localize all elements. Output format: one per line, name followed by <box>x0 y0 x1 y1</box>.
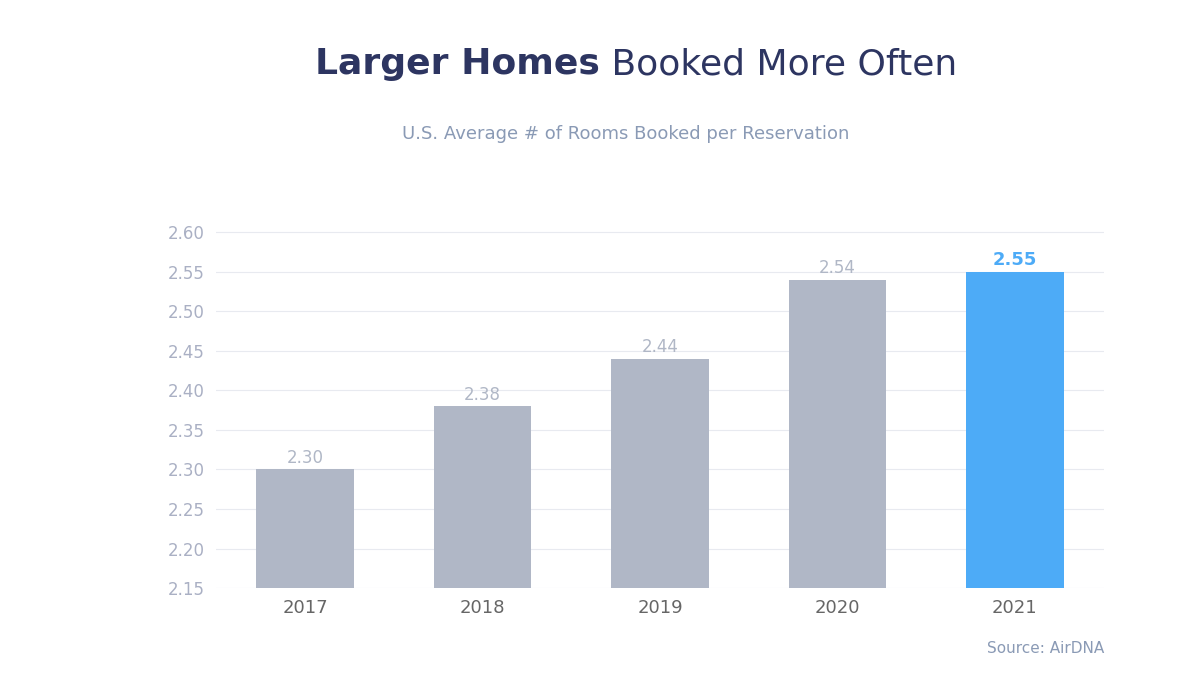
Bar <box>433 406 532 676</box>
Bar <box>611 359 709 676</box>
Bar <box>257 469 354 676</box>
Text: Source: AirDNA: Source: AirDNA <box>986 641 1104 656</box>
Text: U.S. Average # of Rooms Booked per Reservation: U.S. Average # of Rooms Booked per Reser… <box>402 125 850 143</box>
Text: 2.30: 2.30 <box>287 449 324 467</box>
Bar <box>966 272 1063 676</box>
Text: Larger Homes: Larger Homes <box>316 47 600 81</box>
Bar <box>788 280 887 676</box>
Text: 2.44: 2.44 <box>642 339 678 356</box>
Text: 2.54: 2.54 <box>818 259 856 277</box>
Text: Booked More Often: Booked More Often <box>600 47 958 81</box>
Text: 2.55: 2.55 <box>992 251 1037 269</box>
Text: 2.38: 2.38 <box>464 386 502 404</box>
